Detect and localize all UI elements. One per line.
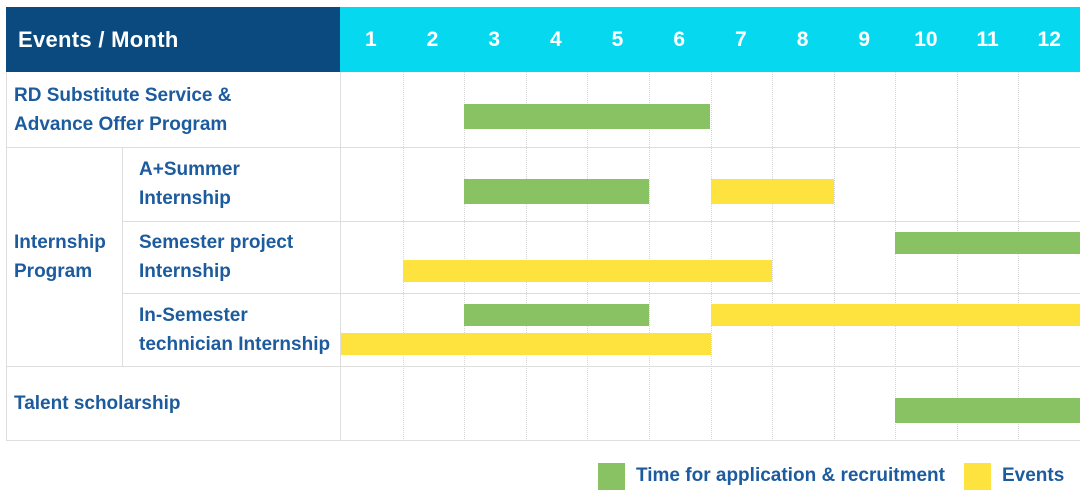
row-divider [6,147,1080,148]
gantt-bar-application [895,398,1080,424]
month-gridline [833,72,835,441]
gantt-bar-application [464,104,711,130]
sublabel-divider [122,147,123,366]
month-gridline [648,72,650,441]
gantt-bar-events [710,304,1080,326]
legend: Time for application & recruitment Event… [598,461,1064,491]
month-header-12: 12 [1037,27,1061,51]
legend-label-events: Events [1001,465,1065,486]
month-gridline [402,72,404,441]
header-corner-cell: Events / Month [6,7,340,72]
row-divider [6,366,1080,367]
label-grid-divider [340,72,341,441]
month-header-8: 8 [796,27,809,51]
month-header-row: 1 2 3 4 5 6 7 8 9 10 11 12 [340,7,1080,72]
month-gridline [772,72,774,441]
row-label-in-semester-technician-internship: In-Semester technician Internship [139,304,331,355]
row-label-a-summer-internship: A+Summer Internship [139,159,240,209]
table-bottom-border [6,440,1080,441]
row-label-semester-project-internship: Semester project Internship [139,232,294,282]
legend-swatch-events [963,462,991,490]
month-header-11: 11 [976,27,999,51]
row-label-rd-substitute: RD Substitute Service & Advance Offer Pr… [14,84,232,135]
row-divider [122,293,1080,294]
gantt-bar-application [895,232,1080,254]
gantt-bar-events [402,260,773,282]
month-gridline [464,72,466,441]
month-gridline [525,72,527,441]
month-header-7: 7 [735,27,747,51]
month-header-3: 3 [488,27,501,51]
month-gridline [1018,72,1020,441]
table-left-border [6,72,7,441]
month-header-4: 4 [550,27,562,51]
row-divider [122,221,1080,222]
legend-swatch-application [598,462,625,490]
month-gridline [587,72,589,441]
month-header-2: 2 [426,27,439,51]
month-header-6: 6 [673,27,686,51]
month-header-9: 9 [858,27,871,51]
legend-label-application: Time for application & recruitment [636,465,945,486]
gantt-bar-events [710,178,834,204]
row-label-talent-scholarship: Talent scholarship [14,393,181,414]
month-header-10: 10 [914,27,938,51]
gantt-bar-events [341,333,711,355]
month-header-1: 1 [364,27,377,51]
month-gridline [895,72,897,441]
gantt-bar-application [464,304,649,326]
group-label-internship-program: Internship Program [14,231,106,282]
month-gridline [956,72,958,441]
month-header-5: 5 [611,27,624,51]
month-gridline [710,72,712,441]
gantt-bar-application [464,178,649,204]
